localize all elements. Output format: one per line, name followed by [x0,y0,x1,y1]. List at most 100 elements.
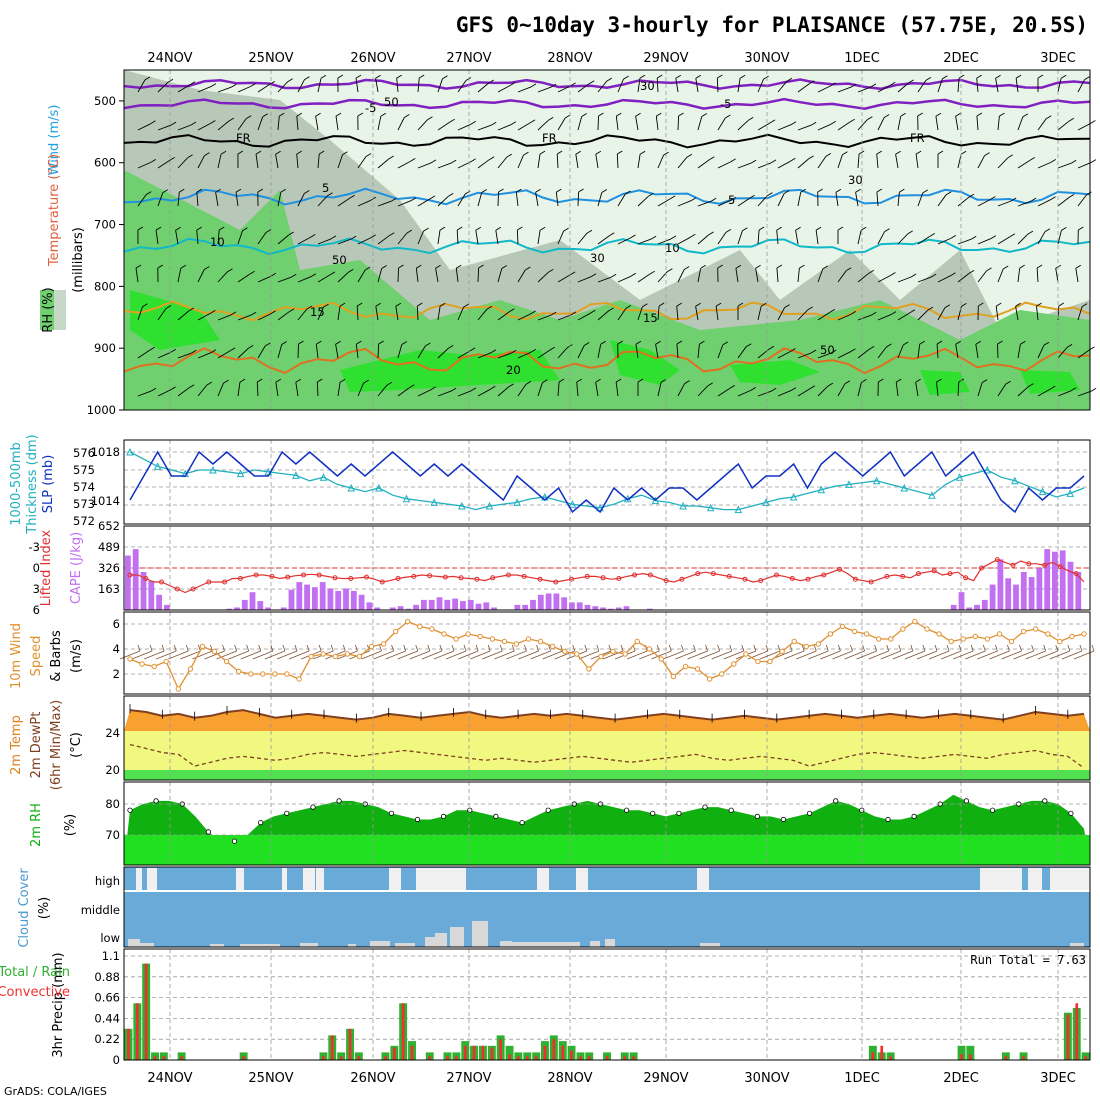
precip-convective-bar [339,1056,343,1060]
wind-barb-10m-flag [801,644,805,652]
wind-barb [416,305,419,321]
precip-convective-bar [180,1056,183,1060]
wind-barb-flag [162,189,168,194]
wind-barb [897,192,900,207]
wind-barb [837,121,850,131]
wind-barb-10m [844,650,865,660]
wind-barb [1057,347,1068,359]
cape-bar [522,604,529,610]
wind-barb-flag [730,158,736,163]
cape-bar [296,582,303,610]
wind-barb [837,351,851,359]
li-marker [427,573,433,579]
cape-bar [366,602,373,610]
wind-barb-flag [849,118,855,123]
wind-barb [237,382,241,397]
wind-barb-flag [886,343,892,348]
wind-speed-marker [537,638,544,645]
wind-barb-flag [1086,191,1092,196]
li-marker [837,566,843,572]
wind-barb-10m [578,650,600,660]
wind-barb [617,308,627,321]
wind-speed-marker [562,648,568,655]
wind-barb-flag [830,349,837,354]
precip-convective-bar [552,1039,556,1060]
wind-barb [897,312,911,321]
wind-barb-flag [230,311,237,316]
dew-low-band [124,770,1090,780]
wind-barb-flag [310,234,316,238]
wind-speed-marker [924,626,930,632]
wind-barb-flag [995,302,1002,307]
wind-barb-flag [381,265,387,269]
wind-barb [917,344,921,359]
cape-bar [343,588,349,610]
wind-barb-flag [958,74,965,79]
cape-bar [1067,561,1074,610]
wind-barb-flag [639,74,646,79]
cape-bar [530,599,536,610]
cloud-low-bar [370,941,390,947]
wind-barb-flag [556,188,562,193]
date-axis-bottom: 24NOV 25NOV 26NOV 27NOV 28NOV 29NOV 30NOV 1DEC 2… [147,1071,1075,1086]
cape-frame [123,525,1091,611]
wind-barb-flag [625,190,631,195]
wind-barb-10m-flag [922,644,926,652]
wind-barb-flag [517,226,523,231]
wind-barb-flag [488,156,495,161]
wind-barb [557,117,566,131]
wind-barb-10m-flag [693,644,696,652]
thickness-marker [762,498,770,506]
wind-barb-10m-flag [536,644,539,652]
wind-speed-marker [960,636,966,642]
cape-bar [545,593,552,610]
wind-barb [917,276,932,283]
wind-barb-flag [639,150,646,155]
wind-barb [637,196,649,207]
wind-barb [357,237,371,245]
pressure-tick-label: 800 [94,279,116,293]
cape-bar [280,607,287,610]
wind-barb [955,116,959,131]
wind-barb-10m [904,650,926,660]
wind-barb-flag [576,378,582,383]
cloud-low-bar [435,933,447,947]
wind-barb-flag [595,150,602,155]
rh2m-marker [754,813,760,820]
wind-barb-flag [558,378,565,383]
wind-barb-10m [156,650,177,660]
wind-barb-flag [418,74,425,79]
precip-convective-bar [871,1052,875,1060]
date-label-bottom: 29NOV [643,1071,688,1086]
cloud-cover-panel: high middle low [81,866,1091,948]
slp-tick: 1014 [91,494,120,508]
rh-contour-label: 50 [384,95,399,109]
cape-bar [974,604,980,610]
wind-barb-10m [276,650,298,660]
cape-bar [1005,578,1012,610]
wind-barb [757,78,765,93]
wind-speed-marker [876,636,882,642]
wind-barb-flag [760,302,767,307]
rh-legend-swatch [54,290,66,330]
slp-tick: 1018 [91,445,120,459]
wind-barb-flag [1037,74,1044,79]
wind-barb [917,192,924,207]
wind-barb [735,268,739,283]
cape-bar [249,592,256,610]
cape-bar [428,599,435,610]
wind-barb-flag [364,266,371,271]
wind-barb-flag [508,383,514,388]
wind-barb [397,117,405,131]
wind-barb [377,158,389,169]
wind-barb-10m-flag [946,644,950,652]
wind-barb [377,116,382,131]
wind-barb-10m [916,650,938,660]
pressure-tick-label: 900 [94,341,116,355]
cape-bar [981,599,988,610]
temp-area [124,710,1090,731]
cloud-low-bar [425,937,435,947]
precip-convective-bar [525,1056,529,1060]
li-marker [537,576,543,582]
wind-barb-flag [968,193,975,198]
